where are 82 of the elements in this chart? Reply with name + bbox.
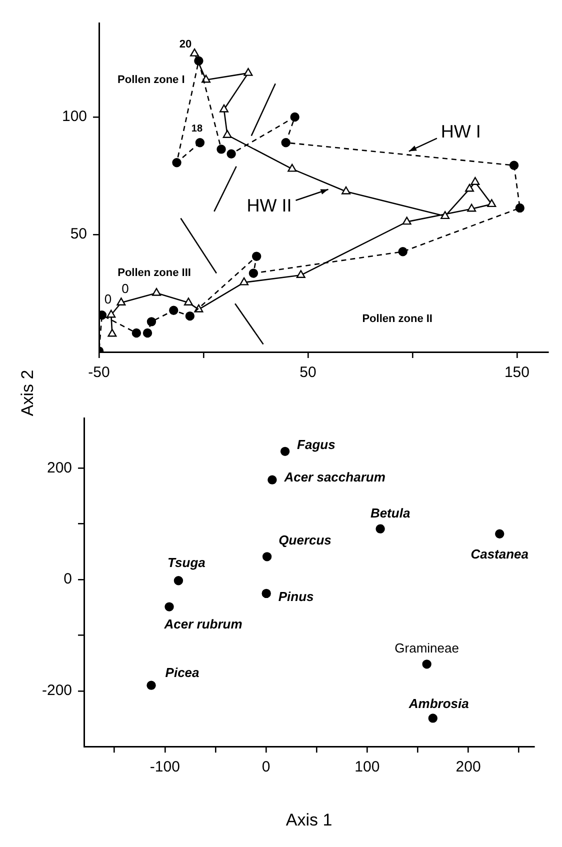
x-tick-label: -50 bbox=[88, 364, 110, 382]
annotation: Picea bbox=[165, 664, 200, 680]
point bbox=[164, 602, 174, 612]
y-axis-title: Axis 2 bbox=[18, 370, 38, 416]
annotation: Gramineae bbox=[394, 640, 459, 656]
point bbox=[146, 317, 156, 326]
annotation: Pollen zone II bbox=[362, 313, 432, 326]
annotation: Acer rubrum bbox=[163, 616, 243, 632]
point bbox=[509, 160, 519, 170]
point bbox=[216, 144, 226, 154]
annotation: Betula bbox=[370, 505, 410, 520]
point bbox=[440, 211, 450, 220]
y-tick-label: 0 bbox=[64, 570, 72, 588]
y-tick-label: -200 bbox=[42, 682, 72, 700]
annotation: Quercus bbox=[278, 532, 332, 548]
point bbox=[185, 311, 195, 321]
y-tick-label: 50 bbox=[70, 226, 88, 243]
point bbox=[116, 298, 126, 306]
annotation: 0 bbox=[122, 281, 129, 296]
point bbox=[470, 176, 480, 185]
x-tick-label: -100 bbox=[150, 758, 180, 776]
point bbox=[495, 529, 504, 538]
y-tick-label: 200 bbox=[46, 459, 72, 476]
point bbox=[515, 203, 524, 213]
point bbox=[428, 714, 438, 723]
point bbox=[106, 310, 116, 318]
x-tick-label: 0 bbox=[262, 758, 270, 776]
point bbox=[99, 310, 107, 320]
point bbox=[268, 475, 277, 484]
annotation: Pinus bbox=[278, 589, 314, 604]
annotation: Pollen zone I bbox=[118, 74, 185, 86]
point bbox=[132, 328, 142, 338]
point bbox=[190, 48, 200, 56]
point bbox=[169, 306, 178, 316]
annotation: Pollen zone III bbox=[118, 267, 191, 280]
x-axis-title: Axis 1 bbox=[286, 810, 332, 830]
point bbox=[467, 204, 476, 212]
annotation: Fagus bbox=[297, 436, 336, 452]
point bbox=[219, 104, 228, 112]
point bbox=[240, 277, 249, 286]
point bbox=[146, 680, 156, 690]
point bbox=[244, 68, 253, 76]
point bbox=[376, 524, 385, 534]
point bbox=[487, 199, 496, 208]
annotation: Ambrosia bbox=[408, 696, 469, 711]
point bbox=[222, 130, 232, 138]
y-tick-label: 100 bbox=[62, 108, 88, 126]
annotation: Tsuga bbox=[168, 555, 206, 570]
annotation: Castanea bbox=[470, 546, 529, 562]
point bbox=[252, 252, 262, 261]
point bbox=[152, 288, 161, 296]
point bbox=[465, 184, 474, 192]
annotation: 18 bbox=[191, 123, 203, 134]
point bbox=[402, 216, 412, 225]
point bbox=[248, 268, 258, 278]
point bbox=[398, 247, 408, 256]
point bbox=[280, 446, 290, 456]
x-tick-label: 100 bbox=[354, 758, 380, 776]
annotation: HW I bbox=[440, 121, 481, 142]
point bbox=[296, 270, 306, 278]
point bbox=[195, 138, 205, 148]
point bbox=[194, 56, 204, 66]
point bbox=[262, 588, 271, 598]
point bbox=[288, 164, 297, 172]
point bbox=[262, 552, 272, 562]
point bbox=[422, 660, 432, 669]
x-tick-label: 50 bbox=[300, 364, 316, 382]
point bbox=[184, 298, 193, 306]
point bbox=[342, 186, 351, 194]
x-tick-label: 150 bbox=[504, 364, 530, 382]
point bbox=[290, 112, 300, 122]
point bbox=[281, 138, 290, 148]
annotation: Acer saccharum bbox=[283, 469, 386, 484]
annotation: 20 bbox=[179, 38, 192, 51]
point bbox=[108, 328, 117, 337]
x-tick-label: 200 bbox=[456, 758, 481, 776]
point bbox=[174, 576, 184, 586]
point bbox=[226, 149, 236, 158]
annotation: 0 bbox=[104, 292, 112, 307]
point bbox=[142, 328, 152, 338]
point bbox=[172, 158, 182, 168]
annotation: HW II bbox=[246, 195, 292, 216]
